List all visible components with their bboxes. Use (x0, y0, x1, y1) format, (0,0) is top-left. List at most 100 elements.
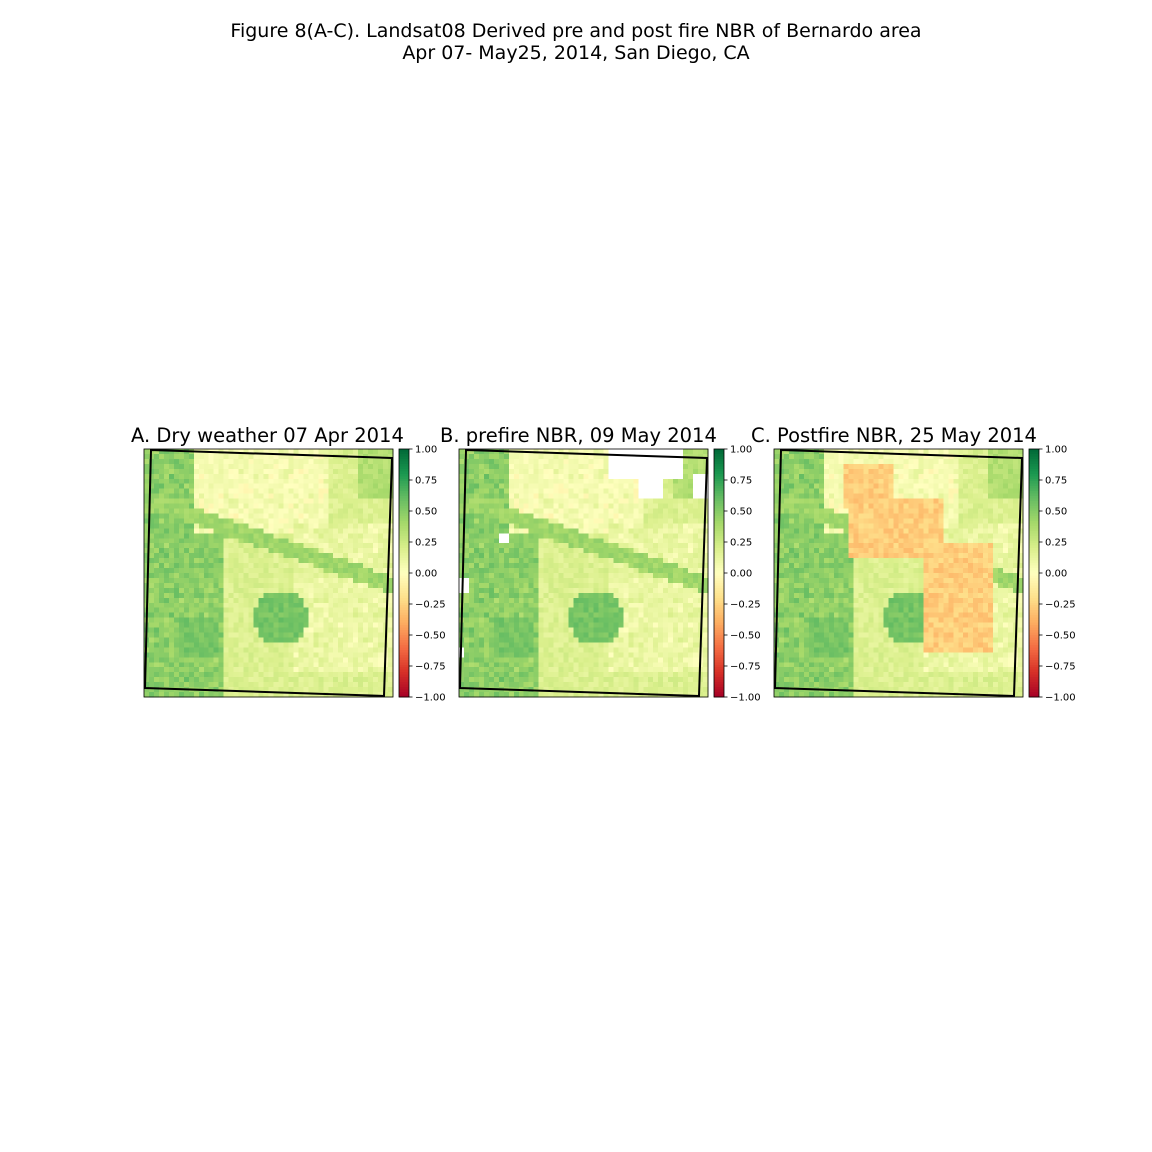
map-pixel (198, 563, 205, 569)
map-pixel (583, 493, 589, 499)
map-pixel (643, 538, 649, 544)
map-pixel (553, 647, 559, 653)
map-pixel (318, 449, 324, 455)
map-pixel (153, 493, 160, 499)
map-pixel (528, 587, 535, 594)
map-pixel (278, 518, 284, 524)
map-pixel (178, 642, 185, 648)
map-pixel (353, 493, 359, 499)
map-pixel (253, 662, 259, 668)
map-pixel (278, 503, 284, 509)
map-pixel (468, 488, 475, 495)
map-pixel (303, 473, 309, 480)
map-pixel (328, 503, 334, 509)
map-pixel (698, 582, 704, 589)
map-pixel (618, 573, 624, 579)
map-pixel (293, 473, 299, 480)
map-pixel (278, 662, 284, 668)
map-pixel (503, 682, 510, 688)
map-pixel (338, 458, 344, 465)
map-pixel (238, 528, 244, 534)
map-pixel (353, 478, 359, 485)
map-pixel (518, 577, 525, 584)
map-pixel (348, 548, 354, 554)
map-pixel (273, 677, 279, 683)
map-pixel (263, 657, 269, 663)
map-pixel (528, 478, 535, 485)
map-pixel (273, 508, 279, 514)
map-pixel (543, 498, 550, 504)
map-pixel (553, 652, 559, 658)
map-pixel (283, 622, 289, 628)
map-pixel (313, 463, 319, 470)
map-pixel (608, 553, 614, 559)
map-pixel (468, 463, 475, 470)
map-pixel (513, 563, 520, 569)
map-pixel (188, 503, 195, 509)
map-pixel (328, 563, 334, 569)
map-pixel (323, 607, 329, 614)
map-pixel (373, 622, 379, 628)
map-pixel (168, 533, 175, 539)
map-pixel (183, 573, 190, 579)
map-pixel (178, 558, 185, 564)
map-pixel (703, 617, 709, 623)
map-pixel (188, 518, 195, 524)
map-pixel (643, 647, 649, 653)
map-pixel (223, 568, 230, 574)
map-pixel (328, 647, 334, 653)
map-pixel (363, 473, 369, 480)
map-pixel (318, 573, 324, 579)
map-pixel (273, 563, 279, 569)
map-pixel (693, 637, 699, 643)
map-pixel (158, 548, 165, 554)
map-pixel (488, 528, 495, 534)
map-pixel (543, 453, 550, 460)
map-pixel (658, 523, 664, 529)
map-pixel (248, 652, 254, 658)
map-pixel (333, 513, 339, 519)
map-pixel (198, 488, 205, 495)
map-pixel (633, 528, 639, 534)
map-pixel (618, 538, 624, 544)
map-pixel (573, 642, 579, 648)
map-pixel (258, 627, 264, 633)
map-pixel (548, 473, 555, 480)
map-pixel (288, 647, 294, 653)
map-pixel (628, 453, 634, 460)
map-pixel (153, 682, 160, 688)
map-pixel (233, 677, 240, 683)
map-pixel (488, 642, 495, 648)
map-pixel (378, 513, 384, 519)
map-pixel (703, 602, 709, 609)
map-pixel (368, 463, 374, 470)
panel-b-title: B. prefire NBR, 09 May 2014 (440, 424, 717, 447)
map-pixel (663, 533, 669, 539)
map-pixel (668, 568, 674, 574)
map-pixel (283, 478, 289, 485)
map-pixel (318, 667, 324, 673)
map-pixel (278, 612, 284, 619)
map-pixel (578, 533, 584, 539)
map-pixel (353, 652, 359, 658)
map-pixel (328, 612, 334, 619)
map-pixel (678, 449, 684, 455)
map-pixel (603, 672, 609, 678)
map-pixel (563, 677, 569, 683)
map-pixel (343, 483, 349, 490)
map-pixel (463, 612, 470, 619)
map-pixel (313, 458, 319, 465)
map-pixel (213, 573, 220, 579)
map-pixel (253, 458, 259, 465)
map-pixel (628, 582, 634, 589)
map-pixel (308, 587, 314, 594)
map-pixel (688, 587, 694, 594)
map-pixel (183, 612, 190, 619)
map-pixel (678, 533, 684, 539)
map-pixel (478, 518, 485, 524)
map-pixel (493, 543, 500, 549)
map-pixel (553, 637, 559, 643)
map-pixel (313, 503, 319, 509)
map-pixel (183, 667, 190, 673)
map-pixel (363, 483, 369, 490)
